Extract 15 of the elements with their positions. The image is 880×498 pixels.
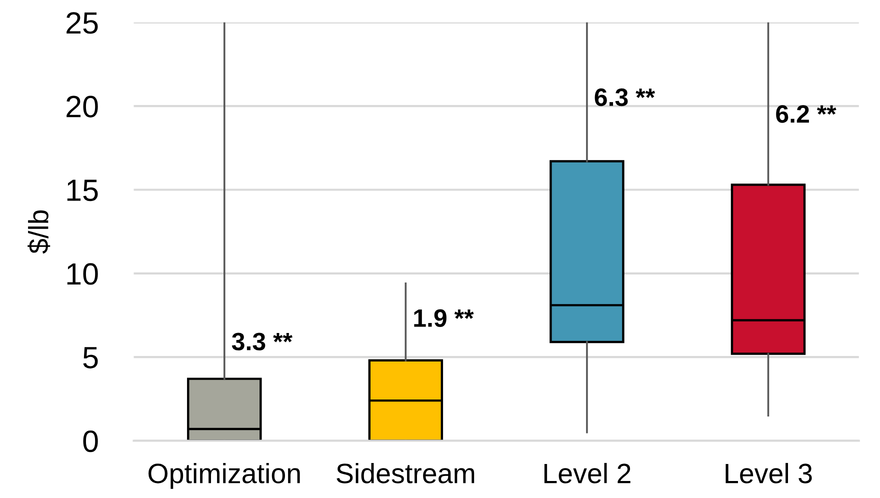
y-tick-label: 25 bbox=[66, 12, 98, 34]
annotation: 6.3 ** bbox=[594, 88, 656, 106]
y-tick-label: 10 bbox=[67, 263, 98, 285]
y-tick-label: 20 bbox=[66, 96, 98, 118]
annotation: 1.9 ** bbox=[414, 309, 474, 327]
y-tick-label: 5 bbox=[83, 347, 98, 368]
x-tick-label: Level 2 bbox=[544, 462, 630, 484]
y-axis-title: $/lb bbox=[28, 210, 50, 254]
x-tick-label: Level 3 bbox=[726, 462, 812, 484]
x-tick-label: Optimization bbox=[148, 462, 300, 489]
y-tick-label: 15 bbox=[67, 180, 98, 202]
annotation: 3.3 ** bbox=[232, 332, 292, 350]
y-tick-label: 0 bbox=[83, 430, 98, 452]
annotation: 6.2 ** bbox=[776, 105, 836, 123]
x-tick-label: Sidestream bbox=[336, 462, 474, 484]
